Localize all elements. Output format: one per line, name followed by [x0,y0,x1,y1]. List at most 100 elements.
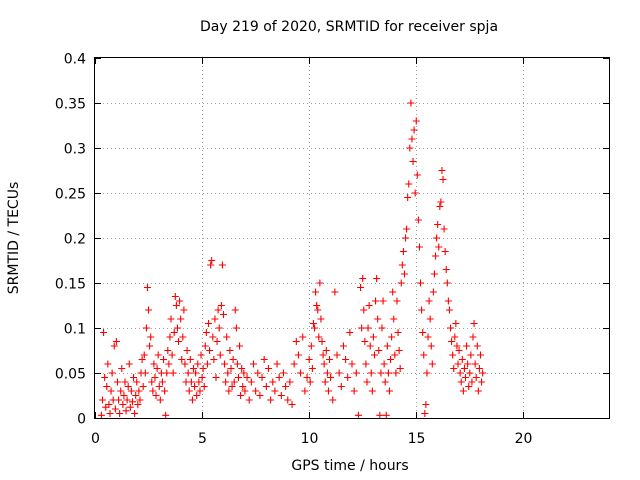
data-point [452,320,460,327]
data-point [346,329,354,336]
data-point [160,356,168,363]
data-point [398,261,406,269]
data-point [116,410,124,417]
data-point [466,369,474,377]
data-point [290,360,298,368]
data-point [103,383,111,390]
data-point [288,401,296,408]
data-point [165,360,173,368]
data-point [315,333,323,341]
data-point [140,351,148,359]
data-point [188,396,196,404]
data-point [465,383,473,390]
data-point [378,324,386,332]
data-point [181,360,189,368]
data-point [377,369,385,377]
data-point [163,369,171,377]
data-point [420,351,428,359]
data-point [380,360,388,368]
data-point [184,369,192,377]
data-point [396,365,404,372]
data-point [473,342,481,350]
data-point [260,356,268,363]
data-point [156,396,164,404]
data-point [164,347,172,354]
y-tick-label: 0.3 [64,142,86,158]
data-point [429,288,437,296]
data-point [124,383,132,390]
chart-title: Day 219 of 2020, SRMTID for receiver spj… [200,19,498,35]
data-point [440,225,448,233]
data-point [211,315,219,323]
data-point [478,378,486,386]
data-point [232,324,240,332]
data-point [403,225,411,233]
data-point [414,216,422,224]
data-point [308,365,316,372]
data-point [108,369,116,377]
data-point [98,396,106,404]
data-point [375,347,383,354]
data-point [169,369,177,377]
data-point [358,324,366,332]
data-point [382,411,390,419]
data-point [365,302,373,309]
data-point [104,360,112,368]
data-point [402,234,410,242]
data-point [472,374,480,381]
data-point [352,369,360,377]
data-point [120,392,128,399]
data-point [376,411,384,419]
data-point [146,342,154,350]
data-point [321,378,329,386]
data-point [464,360,472,368]
data-point [459,387,467,395]
data-point [407,99,415,107]
data-point [412,117,420,125]
data-point [230,378,238,386]
data-point [100,329,108,336]
data-point [320,360,328,368]
plot-frame [94,57,610,419]
data-point [399,248,407,255]
data-point [210,356,218,363]
data-point [191,383,199,390]
data-point [463,342,471,350]
data-point [391,351,399,359]
data-point [277,392,285,399]
data-point [368,387,376,395]
data-point [279,369,287,377]
data-point [408,135,416,143]
data-point [348,360,356,368]
data-point [122,407,130,415]
data-point [415,243,423,251]
data-point [409,158,417,165]
data-point [269,378,277,386]
data-point [468,378,476,386]
data-point [455,347,463,354]
data-point [430,270,438,278]
data-point [153,365,161,372]
data-point [404,194,412,201]
data-point [329,396,337,404]
x-tick-label: 0 [91,431,100,447]
data-point [286,378,294,386]
data-point [423,369,431,377]
data-point [357,284,365,291]
data-point [417,279,425,287]
data-point [209,333,217,341]
data-point [205,320,213,327]
data-point [194,360,202,368]
data-point [131,410,139,417]
data-point [411,189,419,197]
data-point [97,411,105,419]
data-point [324,387,332,395]
data-point [316,279,324,287]
y-axis-label: SRMTID / TECUs [6,182,22,295]
axis-ticks: 0 0.05 0.1 0.15 0.2 0.25 0.3 0.35 0.4 0 5 10 15 20 [55,52,609,447]
data-point [202,329,210,336]
data-point [374,315,382,323]
data-point [231,306,239,314]
data-point [333,351,341,359]
data-point [228,383,236,390]
